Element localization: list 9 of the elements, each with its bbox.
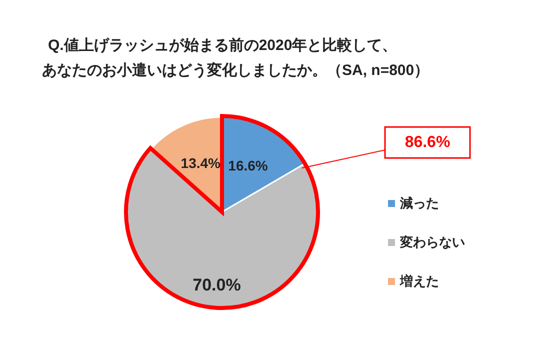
chart-title: Q.値上げラッシュが始まる前の2020年と比較して、 bbox=[48, 37, 398, 54]
data-label: 70.0% bbox=[192, 275, 241, 294]
legend-label: 変わらない bbox=[399, 234, 465, 250]
data-label: 16.6% bbox=[228, 157, 268, 174]
legend-label: 増えた bbox=[399, 273, 439, 288]
legend-label: 減った bbox=[399, 195, 439, 210]
data-label: 13.4% bbox=[180, 155, 222, 172]
text: 86.6% bbox=[404, 134, 450, 152]
chart-subtitle: あなたのお小遣いはどう変化しましたか。（SA, n=800） bbox=[42, 61, 430, 79]
